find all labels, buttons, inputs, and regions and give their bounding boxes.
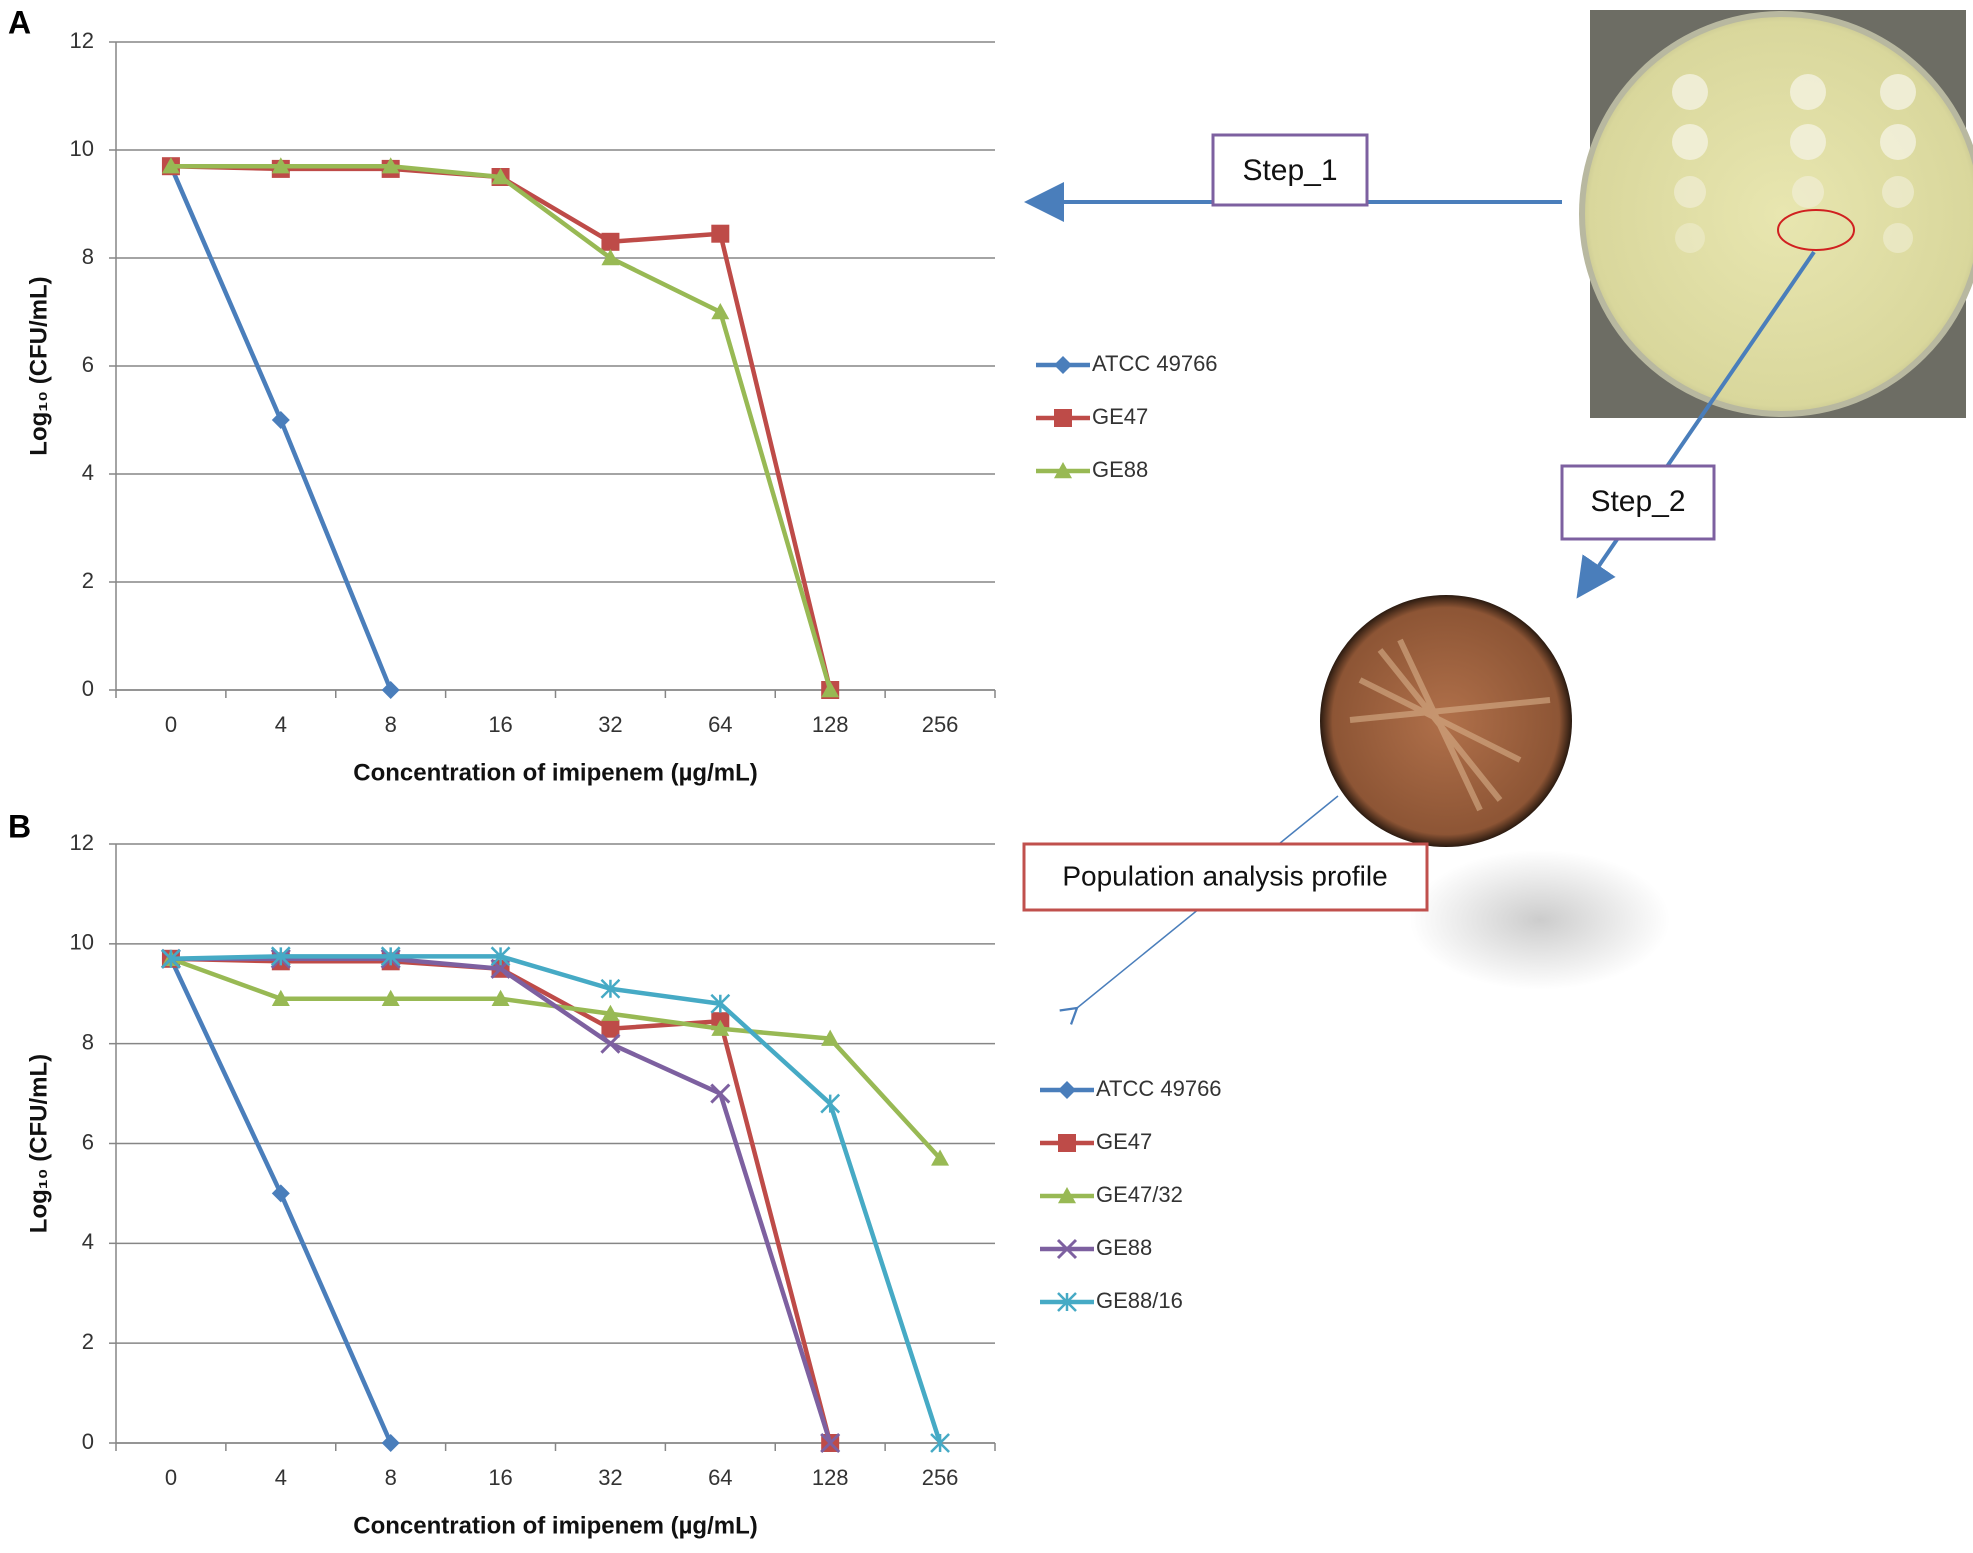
x-tick-label: 8	[385, 1465, 397, 1490]
y-tick-label: 6	[82, 352, 94, 377]
marker	[821, 681, 840, 698]
shadow	[1410, 850, 1670, 990]
marker	[711, 1019, 730, 1036]
x-tick-label: 32	[598, 1465, 622, 1490]
x-tick-label: 64	[708, 1465, 732, 1490]
marker	[600, 1033, 621, 1054]
y-tick-label: 4	[82, 460, 94, 485]
marker	[1054, 462, 1072, 479]
marker	[1057, 1292, 1077, 1312]
y-tick-label: 0	[82, 1429, 94, 1454]
marker	[601, 1004, 620, 1021]
x-tick-label: 128	[812, 1465, 849, 1490]
legend-label: GE88	[1096, 1235, 1152, 1260]
marker	[381, 1434, 400, 1452]
marker	[1054, 356, 1072, 374]
series-line	[170, 163, 833, 691]
x-tick-label: 8	[385, 712, 397, 737]
plate-photo	[1579, 10, 1973, 418]
annotation-box	[1211, 133, 1369, 207]
x-tick-label: 0	[165, 1465, 177, 1490]
x-tick-label: 4	[275, 1465, 287, 1490]
y-axis-title: Log₁₀ (CFU/mL)	[25, 276, 52, 455]
legend-label: GE47	[1096, 1129, 1152, 1154]
marker	[601, 1019, 620, 1038]
marker	[381, 681, 400, 699]
x-tick-label: 16	[488, 1465, 512, 1490]
marker	[711, 303, 730, 320]
marker	[1054, 409, 1072, 427]
annotation: Step_1	[1242, 154, 1337, 187]
legend-label: GE47/32	[1096, 1182, 1183, 1207]
y-axis-title: Log₁₀ (CFU/mL)	[25, 1054, 52, 1233]
y-tick-label: 10	[70, 136, 94, 161]
marker	[710, 1083, 731, 1104]
marker	[161, 157, 180, 174]
marker	[1056, 1238, 1078, 1260]
annotation: Population analysis profile	[1062, 860, 1387, 891]
series-line	[170, 163, 833, 691]
y-tick-label: 8	[82, 244, 94, 269]
marker	[1058, 1187, 1076, 1204]
y-tick-label: 6	[82, 1129, 94, 1154]
x-axis-title: Concentration of imipenem (µg/mL)	[353, 759, 758, 786]
annotation: Step_2	[1590, 485, 1685, 518]
y-tick-label: 4	[82, 1229, 94, 1254]
x-axis-title: Concentration of imipenem (µg/mL)	[353, 1512, 758, 1539]
marker	[381, 157, 400, 174]
marker	[491, 989, 510, 1006]
legend-label: ATCC 49766	[1096, 1076, 1222, 1101]
marker	[601, 249, 620, 266]
x-tick-label: 16	[488, 712, 512, 737]
marker	[271, 157, 290, 174]
marker	[161, 948, 181, 969]
marker	[271, 411, 290, 429]
plate-photo	[1320, 595, 1572, 847]
marker	[821, 1029, 840, 1046]
marker	[600, 978, 621, 999]
annotation-box	[1022, 842, 1429, 912]
marker	[490, 946, 511, 967]
panel-label: A	[8, 4, 31, 40]
panel-label: B	[8, 808, 31, 844]
y-tick-label: 0	[82, 676, 94, 701]
marker	[491, 168, 510, 185]
marker	[381, 989, 400, 1006]
marker	[710, 993, 731, 1014]
x-tick-label: 128	[812, 712, 849, 737]
marker	[270, 946, 291, 967]
marker	[820, 1093, 841, 1114]
marker	[380, 946, 401, 967]
legend-label: GE47	[1092, 404, 1148, 429]
marker	[820, 1432, 841, 1454]
x-tick-label: 256	[922, 1465, 959, 1490]
marker	[930, 1433, 950, 1453]
marker	[931, 1149, 950, 1166]
marker	[271, 1184, 290, 1203]
y-tick-label: 2	[82, 568, 94, 593]
x-tick-label: 32	[598, 712, 622, 737]
y-tick-label: 12	[70, 830, 94, 855]
x-tick-label: 64	[708, 712, 732, 737]
series-line	[170, 954, 943, 1444]
y-tick-label: 12	[70, 28, 94, 53]
marker	[711, 224, 730, 243]
annotation-box	[1560, 464, 1716, 541]
y-tick-label: 10	[70, 930, 94, 955]
y-tick-label: 8	[82, 1029, 94, 1054]
marker	[271, 989, 290, 1006]
series-line	[170, 956, 942, 1160]
legend-label: GE88	[1092, 457, 1148, 482]
y-tick-label: 2	[82, 1329, 94, 1354]
x-tick-label: 0	[165, 712, 177, 737]
legend-label: ATCC 49766	[1092, 351, 1218, 376]
marker	[601, 232, 620, 251]
legend-label: GE88/16	[1096, 1288, 1183, 1313]
x-tick-label: 256	[922, 712, 959, 737]
x-tick-label: 4	[275, 712, 287, 737]
marker	[1058, 1134, 1076, 1152]
marker	[1058, 1081, 1076, 1099]
